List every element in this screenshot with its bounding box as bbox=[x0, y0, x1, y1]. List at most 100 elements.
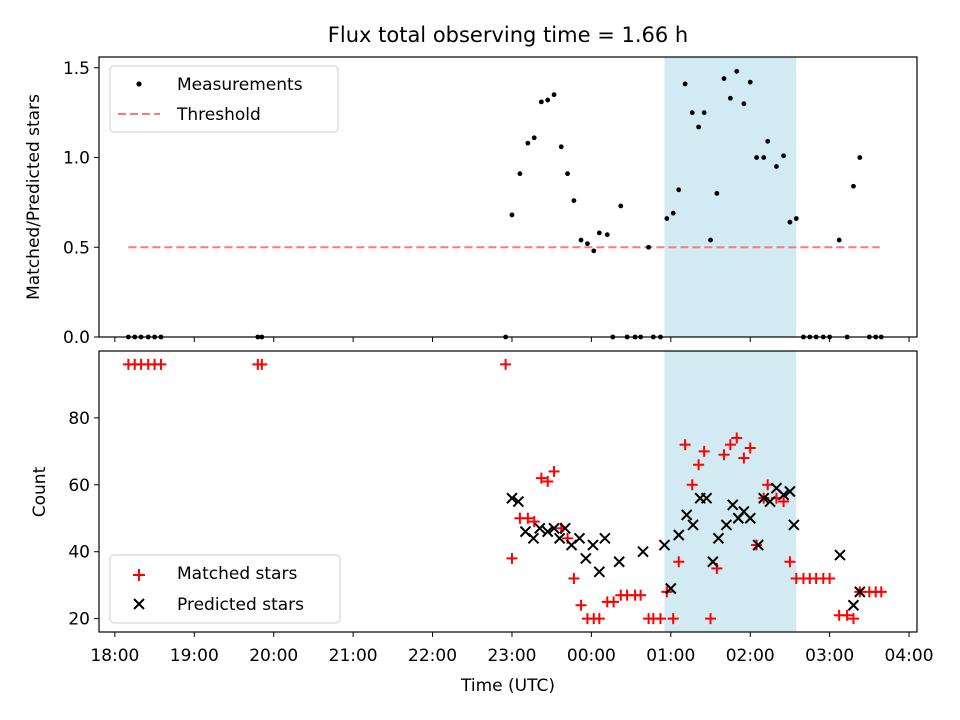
measurement-point bbox=[578, 237, 584, 243]
x-tick-label: 03:00 bbox=[805, 646, 854, 666]
measurement-point bbox=[565, 171, 570, 177]
measurement-point bbox=[682, 81, 688, 87]
x-tick-label: 01:00 bbox=[646, 646, 695, 666]
measurement-point bbox=[857, 155, 863, 160]
measurement-point bbox=[558, 144, 564, 150]
x-tick-label: 18:00 bbox=[90, 646, 139, 666]
bottom-x-ticks: 18:00 19:00 20:00 21:00 22:00 23:00 00:00 01:00… bbox=[90, 632, 934, 666]
bottom-axes-frame bbox=[98, 350, 918, 633]
matched-point bbox=[155, 358, 167, 370]
predicted-point bbox=[593, 566, 606, 578]
predicted-point bbox=[784, 485, 796, 498]
measurement-point bbox=[538, 99, 544, 105]
measurement-point bbox=[793, 216, 799, 221]
matched-point bbox=[762, 479, 774, 491]
matched-point bbox=[528, 516, 540, 528]
top-y-tick-label: 1.5 bbox=[63, 59, 90, 79]
predicted-point bbox=[700, 492, 713, 504]
x-tick-label: 23:00 bbox=[487, 646, 536, 666]
measurement-point bbox=[509, 212, 515, 218]
predicted-point bbox=[665, 582, 677, 595]
predicted-point bbox=[707, 556, 719, 568]
matched-point bbox=[568, 572, 580, 584]
predicted-point bbox=[727, 499, 739, 511]
predicted-point bbox=[527, 532, 540, 545]
predicted-point bbox=[512, 495, 525, 508]
x-axis-label: Time (UTC) bbox=[460, 676, 555, 696]
bottom-legend: Matched stars Predicted stars bbox=[109, 554, 341, 624]
measurement-points bbox=[125, 68, 884, 340]
matched-point bbox=[256, 358, 268, 370]
predicted-point bbox=[758, 492, 770, 504]
predicted-point bbox=[580, 552, 592, 565]
matched-point bbox=[608, 596, 620, 608]
predicted-point bbox=[553, 532, 566, 545]
measurement-point bbox=[585, 241, 590, 247]
matched-point bbox=[875, 586, 887, 598]
matched-point bbox=[824, 572, 836, 584]
measurement-point bbox=[689, 110, 695, 116]
top-y-ticks: 0.0 0.5 1.0 1.5 bbox=[63, 59, 99, 348]
measurement-point bbox=[781, 153, 786, 159]
predicted-point bbox=[587, 539, 599, 551]
matched-point bbox=[506, 552, 518, 564]
matched-point bbox=[744, 442, 756, 454]
matched-point bbox=[673, 556, 685, 568]
predicted-point bbox=[752, 539, 764, 551]
matched-point bbox=[751, 539, 763, 551]
matched-point bbox=[718, 449, 730, 461]
bottom-highlight-span bbox=[664, 351, 797, 632]
matched-point bbox=[500, 358, 512, 370]
top-y-axis-label: Matched/Predicted stars bbox=[24, 94, 44, 300]
matched-point bbox=[686, 479, 698, 491]
predicted-point bbox=[788, 519, 800, 531]
matched-point bbox=[535, 472, 547, 484]
measurement-point bbox=[664, 216, 670, 221]
predicted-point bbox=[559, 522, 571, 535]
matched-point bbox=[548, 465, 560, 477]
matched-point bbox=[698, 445, 710, 457]
predicted-point bbox=[637, 546, 649, 558]
bottom-legend-box bbox=[109, 554, 341, 624]
predicted-point bbox=[712, 532, 725, 545]
predicted-point bbox=[720, 519, 733, 531]
matched-point bbox=[575, 599, 587, 611]
measurement-point bbox=[851, 183, 856, 189]
measurement-point bbox=[551, 92, 557, 98]
measurement-point bbox=[646, 244, 651, 250]
matched-point bbox=[778, 496, 790, 508]
matched-point bbox=[731, 432, 743, 444]
top-panel: 0.0 0.5 1.0 1.5 Matched/Predicted stars Mea… bbox=[24, 56, 918, 348]
matched-point bbox=[542, 475, 554, 487]
matched-point bbox=[693, 459, 705, 471]
x-tick-label: 22:00 bbox=[408, 646, 457, 666]
predicted-point bbox=[847, 599, 860, 611]
x-tick-label: 21:00 bbox=[329, 646, 378, 666]
predicted-point bbox=[542, 525, 554, 538]
matched-point bbox=[784, 556, 796, 568]
measurement-point bbox=[708, 237, 713, 243]
measurement-point bbox=[596, 230, 602, 236]
bottom-panel: 20 40 60 80 18:00 19:00 20:00 21:00 22:00 23:00 0… bbox=[30, 350, 934, 696]
matched-point bbox=[738, 452, 750, 464]
legend-measurements-label: Measurements bbox=[177, 75, 303, 95]
predicted-point bbox=[548, 522, 560, 535]
measurement-point bbox=[696, 124, 702, 130]
predicted-point bbox=[599, 532, 611, 545]
predicted-point bbox=[764, 495, 776, 508]
bottom-y-tick-label: 40 bbox=[68, 543, 90, 563]
measurement-point bbox=[774, 164, 779, 169]
predicted-point bbox=[687, 519, 699, 531]
measurement-point bbox=[545, 97, 551, 103]
x-tick-label: 04:00 bbox=[885, 646, 934, 666]
matched-point bbox=[841, 609, 853, 621]
matched-point bbox=[654, 613, 666, 625]
chart-title: Flux total observing time = 1.66 h bbox=[328, 23, 688, 47]
measurement-point bbox=[525, 140, 531, 146]
bottom-y-tick-label: 20 bbox=[68, 610, 90, 630]
predicted-point bbox=[534, 522, 546, 535]
legend-matched-marker bbox=[133, 569, 145, 581]
legend-predicted-label: Predicted stars bbox=[177, 595, 304, 615]
predicted-point bbox=[834, 549, 846, 561]
matched-point bbox=[593, 613, 605, 625]
